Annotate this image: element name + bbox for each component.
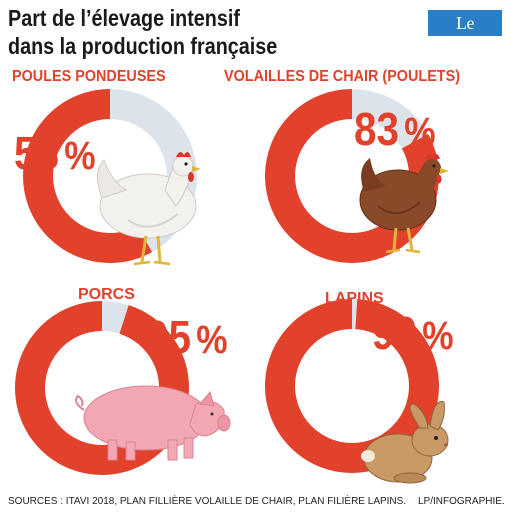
value-number: 95: [146, 311, 192, 363]
label-poules-pondeuses: POULES PONDEUSES: [12, 68, 166, 85]
value-unit: %: [404, 110, 436, 154]
chicken-icon: [359, 153, 449, 254]
donut-slice-porcs: [15, 301, 189, 475]
donut-slice-poules-pondeuses: [23, 89, 197, 263]
page-title: Part de l’élevage intensif dans la produ…: [8, 4, 352, 60]
value-unit: %: [422, 314, 454, 358]
value-number: 99: [372, 307, 418, 359]
label-porcs: PORCS: [78, 286, 135, 303]
sources-footer: SOURCES : ITAVI 2018, PLAN FILLIÈRE VOLA…: [8, 496, 508, 508]
sources-text: SOURCES : ITAVI 2018, PLAN FILLIÈRE VOLA…: [8, 496, 407, 507]
value-volailles-de-chair: 83%: [354, 106, 436, 155]
value-lapins: 99%: [372, 310, 454, 359]
value-unit: %: [64, 134, 96, 178]
value-number: 58: [14, 127, 60, 179]
credit-text: LP/INFOGRAPHIE.: [418, 496, 505, 507]
donut-slice-lapins: [265, 299, 439, 473]
value-porcs: 95%: [146, 314, 228, 363]
value-unit: %: [196, 318, 228, 362]
pig-icon: [75, 385, 231, 461]
title-line-1: Part de l’élevage intensif: [8, 5, 240, 31]
le-parisien-logo: Le Parisien: [428, 10, 502, 59]
rabbit-icon: [361, 401, 449, 484]
value-poules-pondeuses: 58%: [14, 130, 96, 179]
label-volailles-de-chair: VOLAILLES DE CHAIR (POULETS): [224, 68, 461, 85]
value-number: 83: [354, 103, 400, 155]
hen-icon: [97, 151, 201, 266]
title-line-2: dans la production française: [8, 33, 278, 59]
